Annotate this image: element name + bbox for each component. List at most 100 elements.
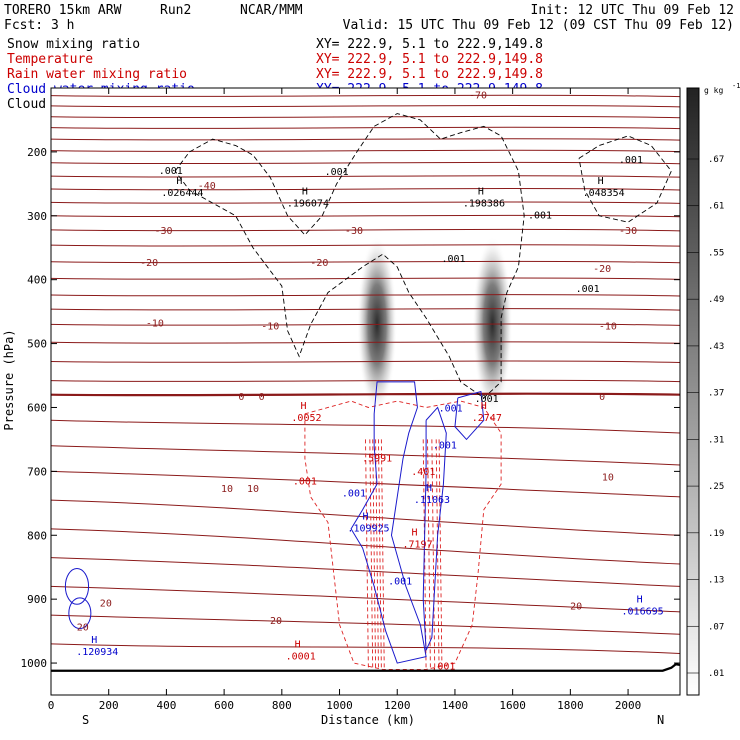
x-tick-label: 1200 [384, 699, 411, 712]
rain-water-contour [378, 439, 382, 670]
colorbar-tick-label: .55 [708, 248, 724, 258]
contour-value-label: .001 [528, 211, 552, 222]
colorbar-tick-label: .25 [708, 482, 724, 492]
y-tick-label: 500 [27, 338, 47, 351]
isotherm-line [51, 360, 680, 363]
isotherm-line [51, 188, 680, 191]
extremum-value: .7197 [402, 540, 432, 551]
legend-label: Snow mixing ratio [7, 37, 140, 52]
isotherm-line [51, 126, 680, 130]
extremum-label: H.048354 [583, 176, 625, 199]
rain-water-contour [380, 439, 385, 670]
extremum-label: H.7197 [402, 528, 432, 551]
colorbar-tick-label: .61 [708, 202, 724, 212]
extremum-label: H.026444 [161, 176, 203, 199]
y-tick-label: 200 [27, 146, 47, 159]
colorbar-tick-label: .31 [708, 435, 724, 445]
rain-water-contour [431, 439, 436, 670]
isotherm-line [51, 277, 680, 280]
extremum-value: .5991 [362, 453, 392, 464]
colorbar-tick-label: .37 [708, 389, 724, 399]
colorbar-unit-exponent: -1 [732, 82, 740, 90]
isotherm-label: -40 [198, 181, 216, 192]
plot-content: -70 -40 -30 -30 -30 -20 -20 -20 -10 -10 -10 0 0 0 10 10… [51, 90, 680, 673]
cloud-ice-contour [578, 135, 672, 223]
plot-frame [50, 87, 681, 696]
isotherm-label: 0 [259, 392, 265, 403]
isotherm-line [51, 614, 680, 635]
isotherm-line [51, 445, 680, 466]
extremum-letter: H [598, 176, 604, 187]
extremum-value: .2747 [472, 413, 502, 424]
extremum-label: H.016695 [622, 595, 664, 618]
isotherm-label: -30 [154, 226, 172, 237]
contour-value-label: .001 [388, 577, 412, 588]
header-run: Run2 [160, 3, 191, 18]
y-tick-label: 900 [27, 593, 47, 606]
header-center: NCAR/MMM [240, 3, 303, 18]
isotherm-line [51, 470, 680, 498]
legend-xy: XY= 222.9, 5.1 to 222.9,149.8 [316, 37, 543, 52]
isotherm-label: 10 [602, 472, 614, 483]
extremum-letter: H [481, 401, 487, 412]
isotherm-label: -30 [345, 226, 363, 237]
contour-value-label: .001 [433, 441, 457, 452]
extremum-label: .5991 [362, 453, 392, 464]
isotherm-line [51, 341, 680, 344]
x-axis-right-end-label: N [657, 713, 664, 727]
extremum-letter: H [302, 186, 308, 197]
extremum-label: H.2747 [472, 401, 502, 424]
isotherm-line [51, 149, 680, 153]
legend-label: Rain water mixing ratio [7, 67, 187, 82]
x-axis-title: Distance (km) [321, 713, 415, 727]
colorbar-tick-label: .49 [708, 295, 724, 305]
header-valid: Valid: 15 UTC Thu 09 Feb 12 (09 CST Thu … [343, 18, 734, 33]
extremum-value: .0001 [286, 651, 316, 662]
colorbar-unit: g kg [704, 86, 723, 95]
extremum-label: H.120934 [76, 635, 118, 658]
extremum-value: .016695 [622, 607, 664, 618]
x-tick-label: 2000 [615, 699, 642, 712]
cloud-water-contour [422, 406, 447, 651]
x-tick-label: 200 [99, 699, 119, 712]
x-tick-label: 1000 [326, 699, 353, 712]
extremum-letter: H [362, 512, 368, 523]
contour-value-label: .001 [293, 476, 317, 487]
isotherm-line [51, 308, 680, 311]
extremum-letter: H [91, 635, 97, 646]
colorbar-tick-label: .07 [708, 622, 724, 632]
x-tick-label: 600 [214, 699, 234, 712]
isotherm-label: -20 [140, 258, 158, 269]
extremum-label: .401 [411, 467, 435, 478]
x-tick-label: 0 [48, 699, 55, 712]
isotherm-line [51, 585, 680, 613]
cloud-ice-contour [174, 113, 525, 399]
y-tick-label: 800 [27, 529, 47, 542]
extremum-label: H.198386 [463, 186, 505, 209]
colorbar-tick-label: .43 [708, 342, 724, 352]
extremum-label: H.0001 [286, 639, 316, 662]
header-model: TORERO 15km ARW [4, 3, 122, 18]
extremum-label: H.196074 [287, 186, 329, 209]
isotherm-label: -70 [469, 90, 487, 101]
rain-water-contour [435, 439, 440, 670]
extremum-value: .120934 [76, 647, 118, 658]
colorbar-tick-label: .01 [708, 669, 724, 679]
isotherm-label: -20 [593, 264, 611, 275]
isotherm-line [51, 138, 680, 141]
isotherm-label: -10 [261, 322, 279, 333]
isotherm-label: 20 [77, 623, 89, 634]
legend-label: Temperature [7, 52, 93, 67]
legend-xy: XY= 222.9, 5.1 to 222.9,149.8 [316, 67, 543, 82]
isotherm-label: 0 [238, 392, 244, 403]
axes: 0 200 400 600 800 1000 1200 1400 1600 1800 2000200… [21, 88, 680, 712]
colorbar-tick-label: .67 [708, 155, 724, 165]
header-fcst: Fcst: 3 h [4, 18, 74, 33]
cloud-water-contour [68, 597, 92, 630]
isotherm-line [51, 528, 680, 565]
isotherm-line [51, 214, 680, 218]
terrain-line [51, 663, 680, 672]
rain-water-contour [304, 400, 502, 670]
isotherm-label: 20 [100, 598, 112, 609]
